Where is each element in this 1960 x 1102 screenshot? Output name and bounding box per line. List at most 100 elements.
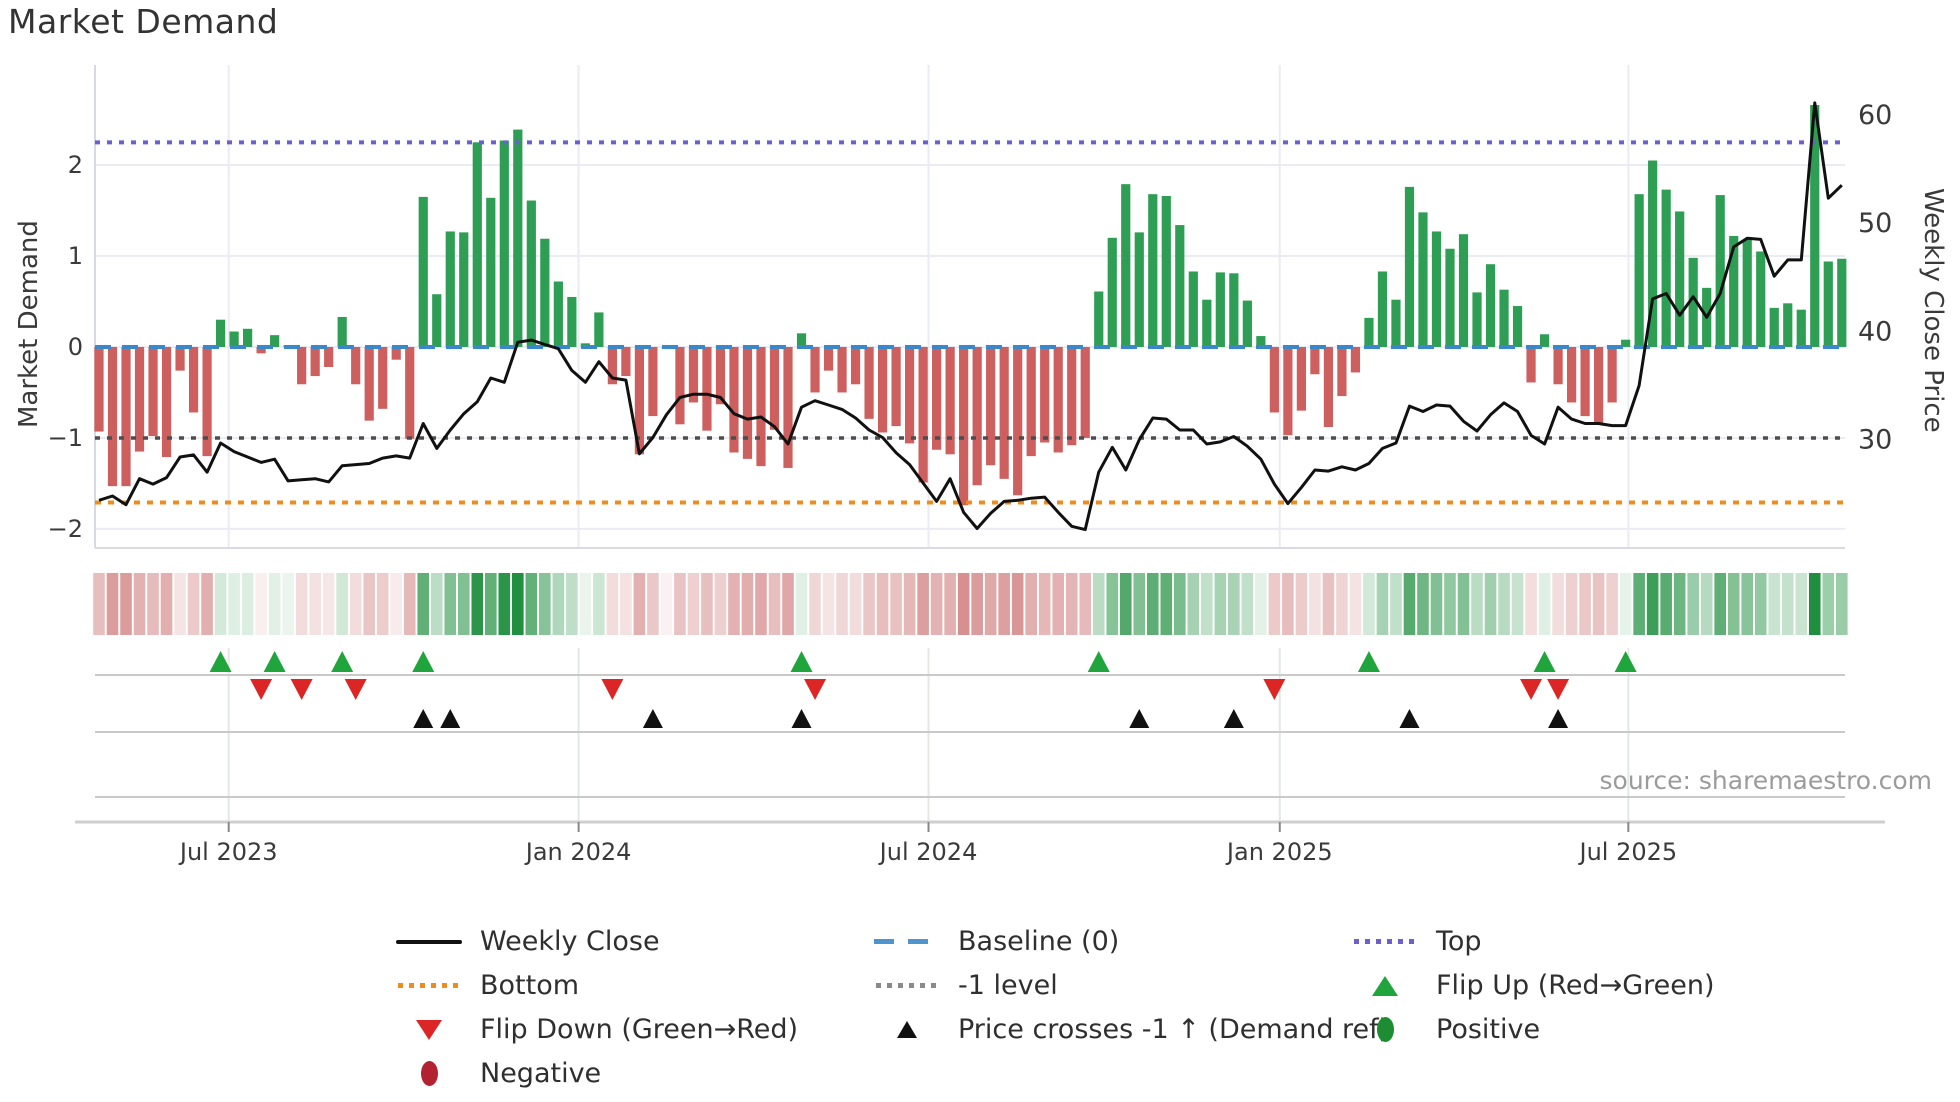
source-credit: source: sharemaestro.com (1599, 766, 1933, 795)
heatmap-tile (1322, 573, 1335, 635)
right-axis-tick-label: 40 (1858, 316, 1892, 347)
heatmap-tile (1255, 573, 1267, 635)
demand-bar-positive (1810, 105, 1820, 347)
heatmap-tile (539, 573, 551, 635)
heatmap-tile (1511, 573, 1524, 635)
heatmap-tile (484, 573, 497, 635)
positive-circle-icon (1344, 1017, 1426, 1042)
demand-bar-positive (1404, 186, 1415, 347)
heatmap-tile (1363, 573, 1375, 635)
demand-bar-negative (905, 346, 915, 444)
right-axis-tick-label: 60 (1858, 100, 1892, 131)
heatmap-tile (1201, 573, 1213, 635)
demand-bar-positive (513, 129, 523, 347)
price-cross-marker (413, 709, 434, 728)
heatmap-tile (1011, 573, 1024, 635)
legend-label: Bottom (480, 970, 580, 1001)
demand-bar-positive (1472, 292, 1482, 347)
demand-bar-negative (364, 346, 374, 421)
heatmap-tile (1092, 573, 1105, 635)
demand-bar-negative (607, 346, 617, 385)
heatmap-tile (1336, 573, 1348, 635)
demand-bar-negative (1594, 346, 1604, 425)
heatmap-tile (1687, 573, 1699, 635)
legend-label: -1 level (958, 970, 1058, 1001)
demand-bar-positive (499, 140, 509, 347)
demand-bar-positive (1539, 334, 1550, 347)
heatmap-tile (755, 573, 767, 635)
demand-bar-negative (932, 346, 942, 450)
demand-bar-negative (1337, 346, 1347, 397)
legend-label: Flip Up (Red→Green) (1436, 970, 1715, 1001)
heatmap-tile (1241, 573, 1254, 635)
legend-item-price-crosses: Price crosses -1 ↑ (Demand ref) (866, 1012, 1389, 1047)
flip-up-marker (790, 651, 813, 672)
heatmap-tile (1619, 573, 1632, 635)
demand-bar-negative (94, 346, 104, 432)
heatmap-tile (403, 573, 416, 635)
heatmap-tile (430, 573, 443, 635)
heatmap-tile (187, 573, 200, 635)
demand-bar-negative (134, 346, 145, 452)
heatmap-tile (1660, 573, 1672, 635)
demand-bar-positive (432, 294, 442, 347)
heatmap-tile (768, 573, 781, 635)
heatmap-tile (620, 573, 632, 635)
demand-bar-positive (594, 312, 604, 347)
demand-bar-negative (256, 346, 266, 354)
demand-bar-negative (1566, 346, 1577, 403)
demand-bar-negative (945, 346, 955, 455)
heatmap-tile (1146, 573, 1159, 635)
heatmap-tile (917, 573, 929, 635)
demand-bar-negative (310, 346, 320, 377)
heatmap-tile (174, 573, 186, 635)
heatmap-tile (1525, 573, 1537, 635)
weekly-close-line (98, 101, 1843, 532)
heatmap-tile (1119, 573, 1132, 635)
heatmap-tile (1565, 573, 1578, 635)
demand-bar-positive (1688, 257, 1698, 347)
heatmap-tile (1187, 573, 1200, 635)
flip-up-marker (1357, 651, 1380, 672)
demand-bar-positive (1823, 261, 1833, 347)
demand-bar-positive (1512, 306, 1523, 347)
flip-up-marker (1533, 651, 1556, 672)
heatmap-tile (1795, 573, 1808, 635)
demand-bar-negative (783, 346, 793, 468)
demand-bar-negative (1350, 346, 1361, 373)
left-axis-tick-label: −2 (48, 515, 83, 543)
heatmap-tile (1349, 573, 1362, 635)
demand-bar-positive (1621, 339, 1631, 347)
heatmap-tile (255, 573, 267, 635)
demand-bar-negative (1040, 346, 1050, 443)
heatmap-tile (1552, 573, 1564, 635)
heatmap-tile (1160, 573, 1173, 635)
heatmap-tile (336, 573, 348, 635)
x-axis-tick-label: Jul 2025 (1577, 838, 1677, 866)
demand-bar-positive (1188, 271, 1198, 347)
heatmap-tile (93, 573, 105, 635)
heatmap-tile (1606, 573, 1618, 635)
heatmap-tile (579, 573, 592, 635)
heatmap-tile (1633, 573, 1645, 635)
legend-label: Baseline (0) (958, 926, 1120, 957)
heatmap-tile (1079, 573, 1092, 635)
page-title: Market Demand (8, 2, 279, 41)
flip-up-marker (263, 651, 286, 672)
legend-item-positive: Positive (1344, 1012, 1822, 1047)
heatmap-tile (957, 573, 970, 635)
demand-bar-negative (918, 346, 928, 483)
demand-bar-negative (297, 346, 307, 385)
demand-bar-negative (107, 346, 118, 487)
demand-bar-negative (1310, 346, 1320, 375)
demand-bar-negative (810, 346, 820, 393)
x-axis-tick-label: Jul 2024 (878, 838, 978, 866)
heatmap-tile (295, 573, 308, 635)
legend-item-negative: Negative (388, 1056, 866, 1091)
heatmap-tile (1376, 573, 1389, 635)
demand-bar-negative (1296, 346, 1306, 411)
heatmap-tile (930, 573, 943, 635)
heatmap-tile (106, 573, 119, 635)
heatmap-tile (1592, 573, 1605, 635)
demand-bar-negative (769, 346, 780, 430)
